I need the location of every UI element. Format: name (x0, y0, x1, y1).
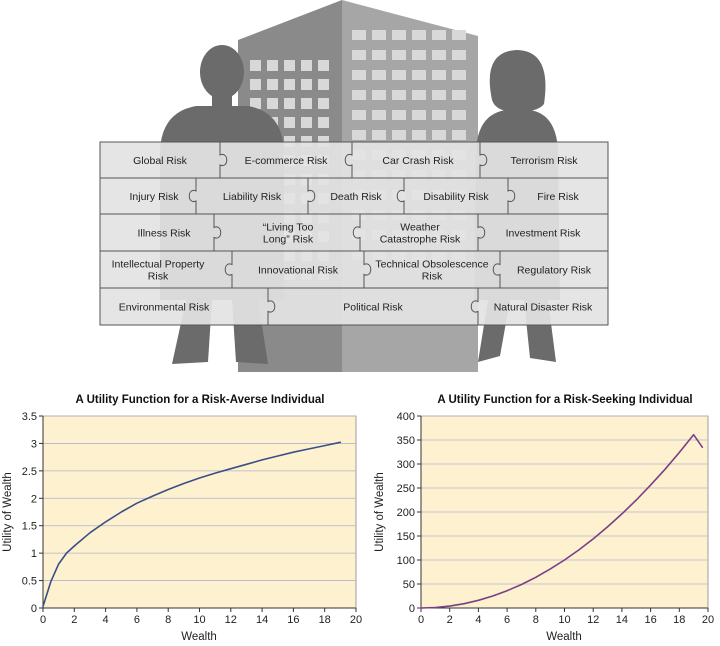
y-tick-label: 2.5 (22, 466, 37, 478)
x-tick-label: 6 (134, 614, 140, 626)
utility-curve (42, 441, 342, 608)
y-tick-label: 3.5 (22, 411, 37, 423)
utility-curve (420, 433, 704, 609)
risk-label: Investment Risk (506, 228, 581, 240)
y-tick-label: 1 (31, 548, 37, 560)
risk-label: “Living Too Long” Risk (263, 222, 314, 246)
risk-label: Environmental Risk (119, 302, 210, 314)
x-tick-label: 12 (587, 614, 599, 626)
y-tick-label: 0 (409, 603, 415, 615)
risk-label: Regulatory Risk (517, 265, 592, 277)
risk-label: Car Crash Risk (382, 155, 454, 167)
y-tick-label: 350 (397, 435, 415, 447)
risk-label: Terrorism Risk (510, 155, 578, 167)
x-tick-label: 20 (350, 614, 362, 626)
y-tick-label: 150 (397, 531, 415, 543)
x-tick-label: 14 (616, 614, 628, 626)
risk-label: Global Risk (133, 155, 187, 167)
risk-puzzle-board: Global Risk E-commerce Risk Car Crash Risk… (99, 141, 609, 326)
risk-label: Intellectual Property Risk (112, 259, 206, 283)
x-tick-label: 16 (644, 614, 656, 626)
risk-label: E-commerce Risk (245, 155, 329, 167)
x-tick-label: 10 (193, 614, 205, 626)
risk-label: Fire Risk (537, 191, 579, 203)
x-tick-label: 12 (225, 614, 237, 626)
risk-averse-x-axis-label: Wealth (181, 631, 217, 643)
x-tick-label: 16 (287, 614, 299, 626)
risk-label: Injury Risk (129, 191, 179, 203)
risk-seeking-x-axis-label: Wealth (546, 631, 582, 643)
y-tick-label: 250 (397, 483, 415, 495)
x-tick-label: 2 (447, 614, 453, 626)
risk-averse-y-axis-label: Utility of Wealth (2, 472, 14, 552)
x-tick-label: 4 (475, 614, 481, 626)
x-tick-label: 4 (103, 614, 109, 626)
x-tick-label: 0 (40, 614, 46, 626)
risk-seeking-chart-title: A Utility Function for a Risk-Seeking In… (437, 394, 692, 406)
risk-averse-chart-title: A Utility Function for a Risk-Averse Ind… (76, 394, 325, 406)
risk-label: Liability Risk (223, 191, 282, 203)
risk-label: Political Risk (343, 302, 403, 314)
risk-label: Weather Catastrophe Risk (380, 222, 461, 246)
y-tick-label: 50 (403, 579, 415, 591)
y-tick-label: 400 (397, 411, 415, 423)
y-tick-label: 100 (397, 555, 415, 567)
x-tick-label: 14 (256, 614, 268, 626)
utility-charts: A Utility Function for a Risk-Averse Ind… (2, 394, 714, 643)
x-tick-label: 8 (533, 614, 539, 626)
risk-label: Technical Obsolescence Risk (375, 259, 488, 283)
x-tick-label: 18 (673, 614, 685, 626)
risk-label: Disability Risk (423, 191, 489, 203)
y-tick-label: 1.5 (22, 521, 37, 533)
risk-label: Illness Risk (137, 228, 191, 240)
risk-label: Innovational Risk (258, 265, 339, 277)
y-tick-label: 2 (31, 493, 37, 505)
risk-seeking-y-axis-label: Utility of Wealth (374, 472, 386, 552)
y-tick-label: 0 (31, 603, 37, 615)
risk-averse-chart: A Utility Function for a Risk-Averse Ind… (2, 394, 362, 643)
x-tick-label: 6 (504, 614, 510, 626)
x-tick-label: 20 (702, 614, 714, 626)
risk-label: Natural Disaster Risk (494, 302, 593, 314)
y-tick-label: 300 (397, 459, 415, 471)
risk-averse-plot-area (42, 415, 357, 609)
x-tick-label: 10 (558, 614, 570, 626)
x-tick-label: 2 (71, 614, 77, 626)
y-tick-label: 3 (31, 438, 37, 450)
y-tick-label: 0.5 (22, 576, 37, 588)
risk-seeking-chart: A Utility Function for a Risk-Seeking In… (374, 394, 714, 643)
risk-label: Death Risk (330, 191, 382, 203)
x-tick-label: 18 (319, 614, 331, 626)
y-tick-label: 200 (397, 507, 415, 519)
x-tick-label: 0 (418, 614, 424, 626)
risk-puzzle-illustration: Global Risk E-commerce Risk Car Crash Risk… (99, 0, 609, 372)
x-tick-label: 8 (165, 614, 171, 626)
